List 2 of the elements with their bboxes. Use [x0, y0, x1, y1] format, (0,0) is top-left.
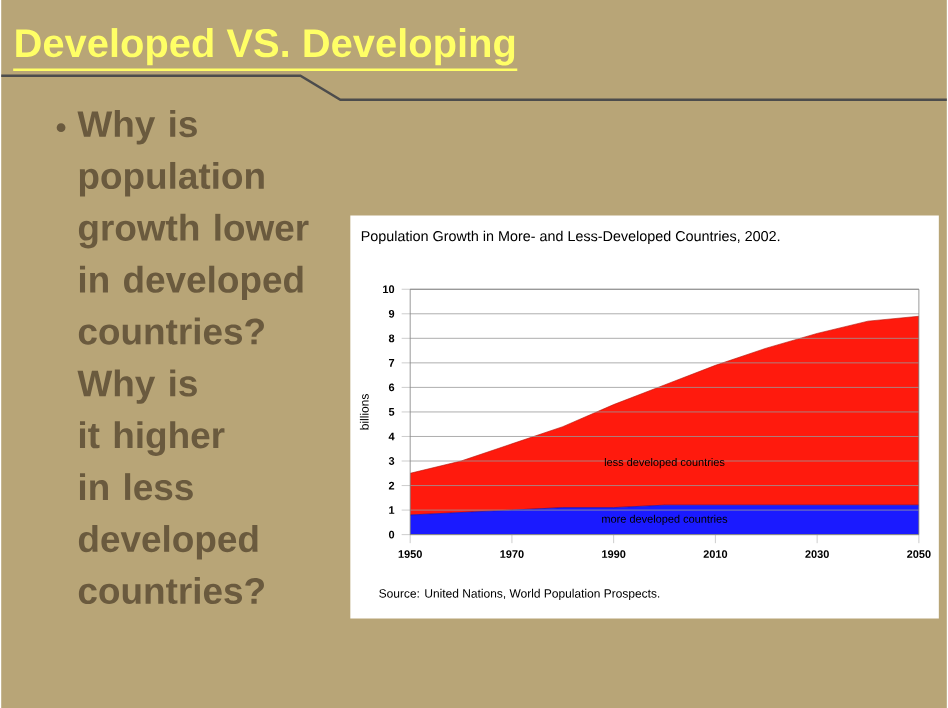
chart-title: Developed VS. Developing: [16, 27, 515, 66]
text: Why is population growth lower in developed countries? Why is it higher in less developed countries?: [77, 110, 309, 604]
